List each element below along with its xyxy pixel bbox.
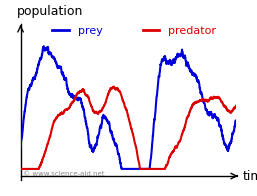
Text: time: time	[243, 170, 257, 182]
Text: population: population	[17, 5, 84, 18]
Text: © www.science-aid.net: © www.science-aid.net	[23, 171, 104, 177]
Legend: predator: predator	[138, 21, 221, 40]
